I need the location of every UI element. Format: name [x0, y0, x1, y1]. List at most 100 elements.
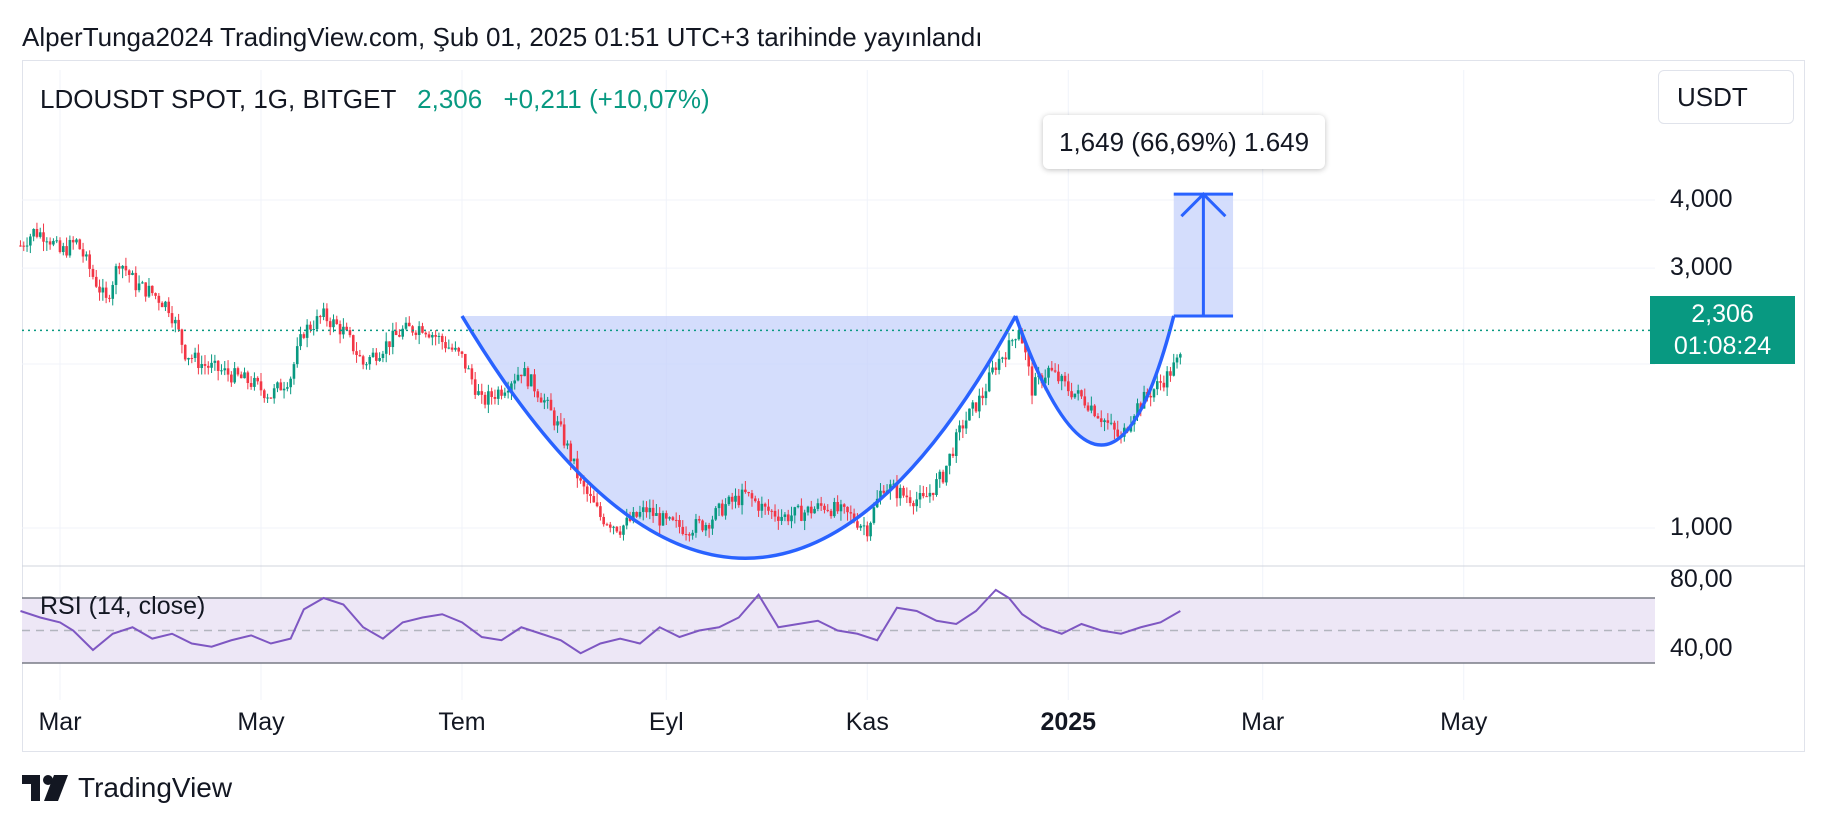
candle-body	[470, 368, 474, 380]
candle-body	[322, 308, 325, 318]
candle-body	[272, 388, 276, 399]
candle-body	[846, 506, 849, 513]
candle-body	[355, 351, 358, 356]
candle-body	[721, 503, 724, 516]
candle-body	[131, 272, 134, 275]
candle-body	[388, 341, 391, 348]
candle-body	[641, 507, 645, 512]
candle-body	[1103, 420, 1106, 423]
handle-fill	[1015, 315, 1174, 446]
candle-body	[688, 534, 691, 536]
candle-body	[424, 332, 428, 335]
candle-body	[164, 301, 167, 308]
candle-body	[414, 332, 418, 335]
candle-body	[1136, 403, 1139, 417]
candle-body	[85, 254, 88, 257]
candle-body	[902, 487, 905, 496]
candle-body	[1034, 377, 1037, 396]
candle-body	[137, 283, 141, 291]
rsi-tick-label: 80,00	[1670, 565, 1733, 593]
candle-body	[1014, 339, 1017, 341]
candle-body	[200, 364, 203, 369]
currency-selector[interactable]: USDT	[1658, 70, 1794, 124]
candle-body	[536, 391, 540, 398]
candle-body	[984, 391, 988, 399]
candle-body	[170, 313, 174, 324]
candle-body	[1106, 420, 1110, 423]
candle-body	[256, 377, 260, 382]
candle-body	[506, 390, 510, 393]
price-tick-label: 4,000	[1670, 185, 1733, 213]
measure-tooltip: 1,649 (66,69%) 1.649	[1043, 115, 1326, 169]
candle-body	[1043, 377, 1047, 384]
candle-body	[1116, 429, 1120, 437]
candle-body	[35, 229, 39, 237]
candle-body	[928, 492, 932, 497]
candle-body	[1139, 403, 1143, 409]
candle-body	[1010, 340, 1014, 342]
candle-body	[473, 379, 477, 395]
candle-body	[1024, 343, 1027, 353]
candle-body	[1165, 371, 1169, 388]
candle-body	[572, 458, 576, 462]
candle-body	[559, 421, 563, 425]
candle-body	[579, 478, 582, 481]
candle-body	[325, 308, 329, 322]
candle-body	[925, 496, 928, 498]
candle-body	[490, 391, 493, 398]
candle-body	[585, 486, 589, 494]
candle-body	[737, 495, 741, 506]
candle-body	[612, 526, 615, 528]
candle-body	[230, 374, 233, 383]
candle-body	[253, 377, 256, 387]
footer: TradingView	[22, 772, 232, 804]
candle-body	[1007, 340, 1011, 360]
candle-body	[753, 498, 757, 502]
candle-body	[206, 365, 210, 368]
candle-body	[872, 507, 876, 523]
candle-body	[684, 534, 688, 536]
candle-body	[345, 326, 348, 331]
candle-body	[800, 505, 803, 521]
candle-body	[1073, 393, 1077, 398]
candle-body	[454, 347, 457, 350]
time-tick-label: May	[1440, 708, 1488, 736]
candle-body	[592, 496, 596, 503]
candle-body	[368, 357, 372, 365]
candle-body	[1063, 375, 1067, 382]
candle-body	[444, 342, 447, 349]
candle-body	[529, 374, 533, 387]
candle-body	[918, 493, 922, 500]
candle-body	[295, 346, 299, 365]
candle-body	[1076, 390, 1080, 394]
candle-body	[543, 400, 546, 403]
candle-body	[819, 503, 823, 506]
candle-body	[869, 522, 872, 537]
rsi-legend[interactable]: RSI (14, close)	[40, 592, 206, 620]
candle-body	[964, 420, 968, 429]
candle-body	[717, 503, 721, 509]
candle-body	[467, 368, 470, 370]
candle-body	[266, 397, 269, 399]
candle-body	[526, 368, 530, 387]
candle-body	[628, 517, 632, 521]
candle-body	[1070, 391, 1073, 398]
candle-body	[348, 330, 352, 336]
candle-body	[394, 330, 398, 335]
candle-body	[404, 322, 408, 329]
candle-body	[342, 326, 345, 335]
candle-body	[150, 285, 154, 294]
candle-body	[305, 324, 309, 338]
candle-body	[48, 241, 52, 245]
candle-body	[981, 395, 984, 399]
candle-body	[991, 367, 994, 373]
candle-body	[1083, 396, 1087, 406]
candle-body	[239, 374, 243, 379]
candle-body	[905, 495, 909, 498]
candle-body	[38, 232, 42, 237]
candle-body	[632, 512, 635, 521]
symbol-name[interactable]: LDOUSDT SPOT, 1G, BITGET	[40, 84, 396, 114]
candle-body	[773, 510, 777, 517]
candle-body	[912, 503, 915, 507]
